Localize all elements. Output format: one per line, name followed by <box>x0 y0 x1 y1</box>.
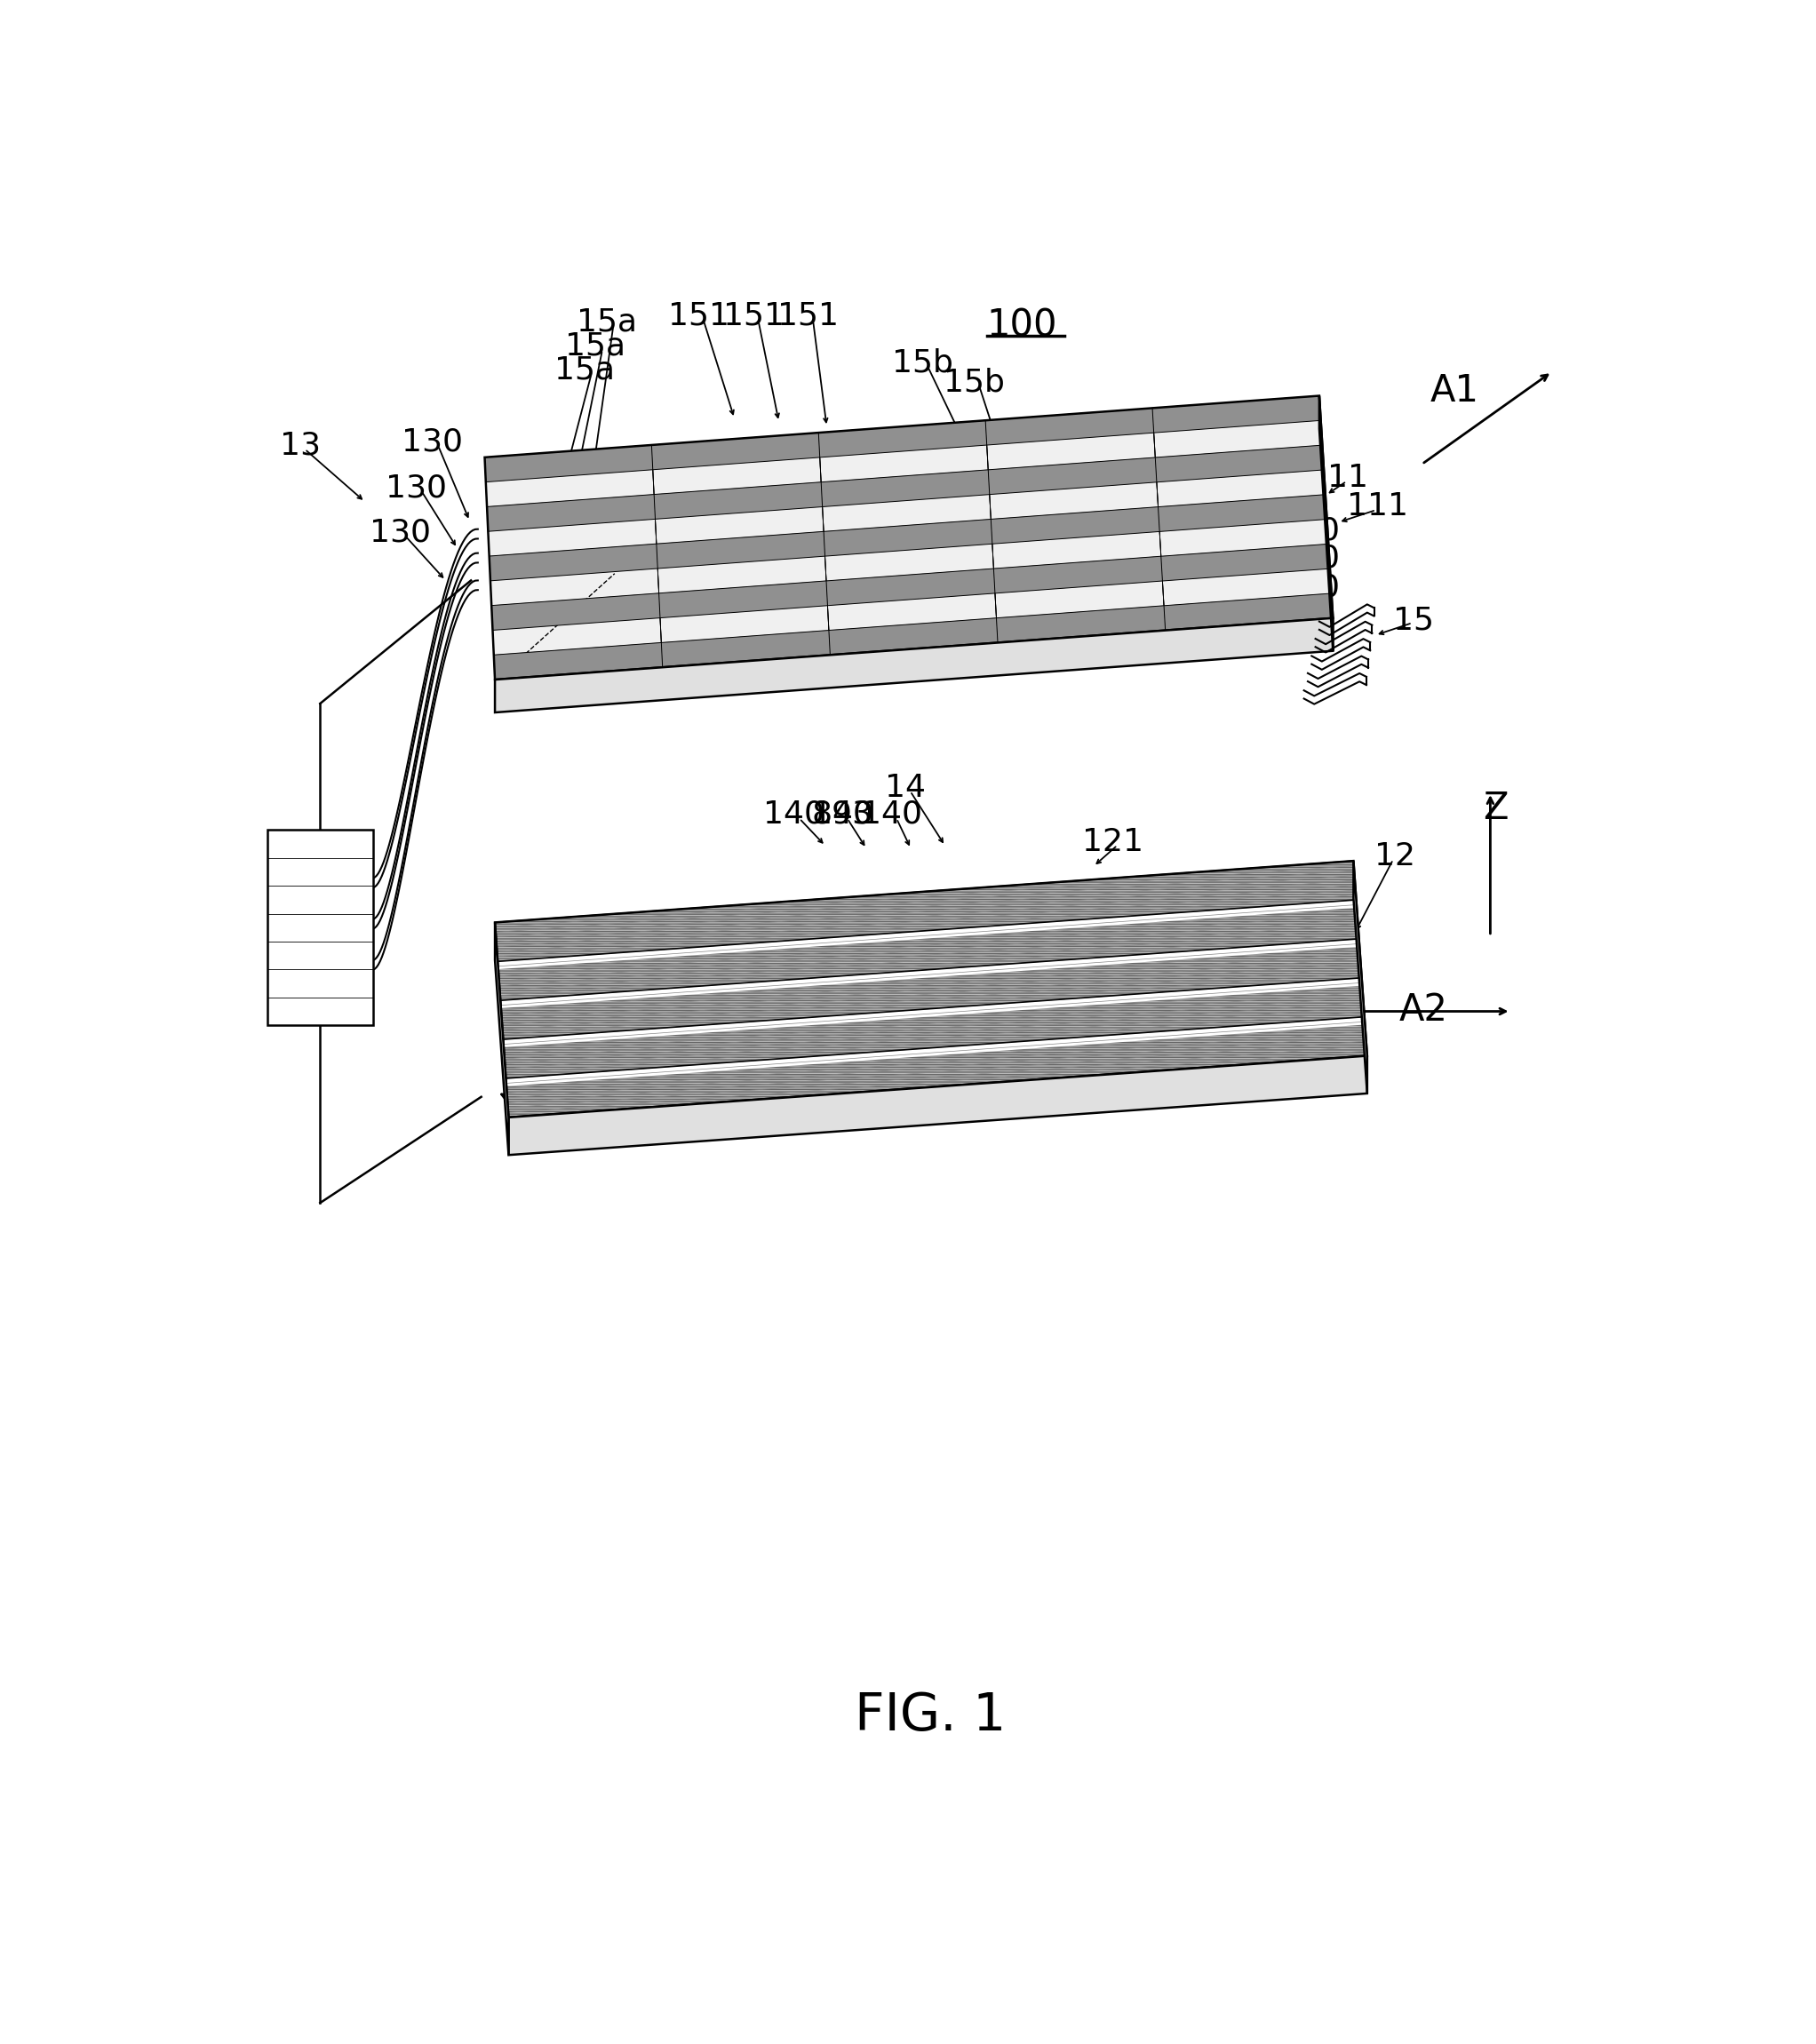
Polygon shape <box>494 642 663 679</box>
Text: 151: 151 <box>777 300 839 331</box>
Polygon shape <box>489 544 657 580</box>
Polygon shape <box>821 470 990 507</box>
Text: 15a: 15a <box>565 331 627 362</box>
Polygon shape <box>496 861 1367 1118</box>
Text: 13: 13 <box>280 431 320 460</box>
Polygon shape <box>819 421 986 458</box>
Text: 121: 121 <box>1082 826 1144 856</box>
Polygon shape <box>1159 495 1327 531</box>
Polygon shape <box>485 446 652 482</box>
Polygon shape <box>828 617 997 654</box>
Polygon shape <box>661 630 830 666</box>
Polygon shape <box>1153 397 1320 433</box>
Text: FIG. 1: FIG. 1 <box>855 1690 1006 1741</box>
Polygon shape <box>487 446 1324 531</box>
Text: 140: 140 <box>812 799 873 830</box>
Text: 15b: 15b <box>943 368 1004 397</box>
Text: 15a: 15a <box>576 307 637 337</box>
Text: 150: 150 <box>1251 607 1313 636</box>
Polygon shape <box>988 458 1157 495</box>
Text: 151: 151 <box>723 300 785 331</box>
Text: 12: 12 <box>1375 840 1415 871</box>
Text: 140: 140 <box>861 799 923 830</box>
Polygon shape <box>503 977 1362 1047</box>
Polygon shape <box>485 397 1320 482</box>
Polygon shape <box>501 938 1360 1008</box>
Polygon shape <box>492 568 1331 654</box>
Polygon shape <box>824 519 992 556</box>
Text: 893: 893 <box>812 799 873 830</box>
Polygon shape <box>986 409 1153 446</box>
Text: 151: 151 <box>668 300 730 331</box>
Polygon shape <box>494 593 1333 679</box>
Polygon shape <box>1164 593 1333 630</box>
Polygon shape <box>498 899 1357 969</box>
Polygon shape <box>659 580 828 617</box>
Polygon shape <box>496 922 508 1155</box>
Text: 15: 15 <box>1393 605 1435 636</box>
Polygon shape <box>492 544 1329 630</box>
Polygon shape <box>485 397 1333 679</box>
Polygon shape <box>487 421 1322 507</box>
Polygon shape <box>496 617 1333 713</box>
Polygon shape <box>490 519 1327 605</box>
Text: 130: 130 <box>385 472 447 503</box>
Polygon shape <box>498 899 1358 1000</box>
Polygon shape <box>508 1057 1367 1155</box>
Text: 150: 150 <box>1278 572 1340 603</box>
Polygon shape <box>507 1016 1366 1085</box>
Polygon shape <box>997 605 1166 642</box>
Text: 100: 100 <box>986 307 1057 345</box>
Text: 11: 11 <box>1327 462 1369 493</box>
Polygon shape <box>492 593 659 630</box>
Text: 111: 111 <box>1347 491 1407 521</box>
Text: 150: 150 <box>1278 544 1340 574</box>
Polygon shape <box>826 568 995 605</box>
Polygon shape <box>501 938 1362 1040</box>
Polygon shape <box>654 482 823 519</box>
Polygon shape <box>656 531 824 568</box>
Text: Z: Z <box>1484 789 1509 828</box>
Text: 15a: 15a <box>554 356 616 384</box>
Text: 130: 130 <box>370 517 430 548</box>
Polygon shape <box>503 977 1364 1079</box>
Text: 10: 10 <box>536 1108 577 1139</box>
Bar <box>267 830 372 1024</box>
Text: 140: 140 <box>763 799 824 830</box>
Polygon shape <box>489 495 1327 580</box>
Polygon shape <box>652 433 819 470</box>
Text: 150: 150 <box>1278 515 1340 546</box>
Polygon shape <box>1160 544 1329 580</box>
Polygon shape <box>487 495 656 531</box>
Text: 14: 14 <box>884 773 926 803</box>
Polygon shape <box>1318 397 1333 650</box>
Text: 30: 30 <box>271 897 312 928</box>
Polygon shape <box>489 470 1326 556</box>
Text: 15b: 15b <box>892 347 953 378</box>
Text: A2: A2 <box>1398 991 1447 1028</box>
Polygon shape <box>1155 446 1324 482</box>
Polygon shape <box>496 861 1357 961</box>
Text: c: c <box>518 640 532 666</box>
Polygon shape <box>993 556 1162 593</box>
Polygon shape <box>507 1016 1367 1118</box>
Text: A1: A1 <box>1431 372 1480 409</box>
Text: 130: 130 <box>401 427 463 458</box>
Polygon shape <box>992 507 1160 544</box>
Polygon shape <box>1353 861 1367 1094</box>
